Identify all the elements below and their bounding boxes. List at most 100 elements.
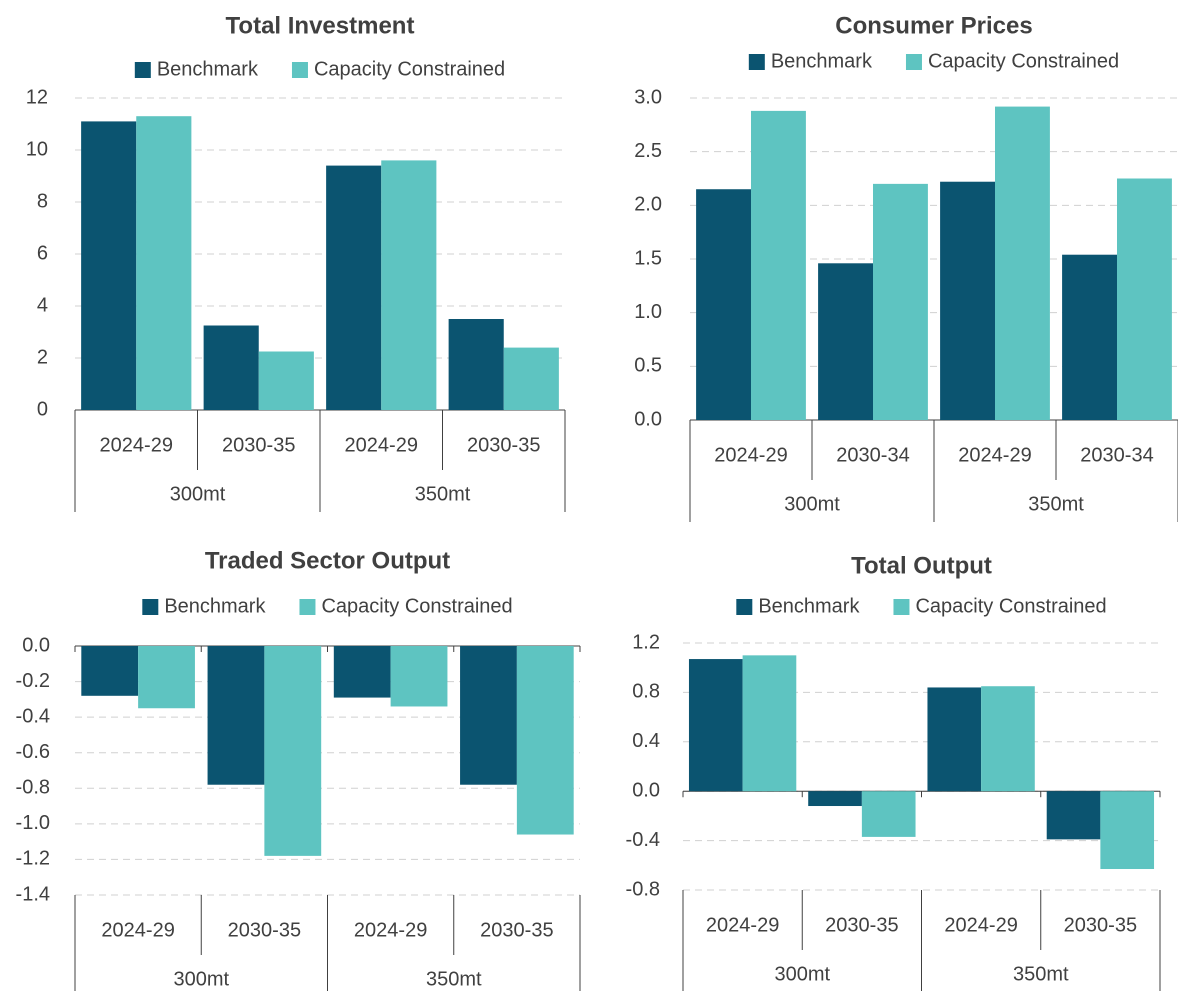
bar [381, 160, 437, 410]
legend-label: Benchmark [771, 50, 873, 72]
x-tick-label: 2030-35 [825, 914, 898, 936]
y-tick-label: 2.0 [634, 194, 662, 216]
x-tick-label: 2024-29 [958, 444, 1031, 466]
group-label: 300mt [774, 963, 830, 985]
group-label: 350mt [415, 483, 471, 505]
bar [696, 189, 751, 420]
group-label: 350mt [1028, 493, 1084, 515]
y-tick-label: 1.2 [632, 631, 660, 653]
bar [516, 646, 574, 835]
y-tick-label: 0.5 [634, 355, 662, 377]
bar [258, 351, 314, 410]
legend-label: Benchmark [758, 595, 860, 617]
y-tick-label: -0.8 [16, 777, 50, 799]
y-tick-label: -0.4 [16, 705, 50, 727]
legend-swatch [893, 599, 910, 615]
bar [460, 646, 517, 785]
y-tick-label: 0.0 [22, 634, 50, 656]
group-label: 350mt [426, 968, 482, 990]
legend-swatch [142, 599, 159, 615]
legend-swatch [905, 54, 922, 70]
bar [861, 791, 916, 837]
legend-label: Benchmark [157, 58, 259, 80]
bar [390, 646, 448, 707]
bar [81, 121, 137, 411]
bar [981, 686, 1035, 792]
x-tick-label: 2024-29 [714, 444, 787, 466]
bar [136, 116, 192, 410]
x-tick-label: 2030-35 [228, 919, 301, 941]
y-tick-label: -0.8 [626, 878, 660, 900]
group-label: 300mt [173, 968, 229, 990]
y-tick-label: 1.0 [634, 301, 662, 323]
y-tick-label: 10 [26, 138, 48, 160]
bar [995, 106, 1050, 420]
bar [927, 687, 982, 792]
y-tick-label: 2.5 [634, 140, 662, 162]
bar [138, 646, 195, 709]
x-tick-label: 2030-35 [222, 434, 295, 456]
x-tick-label: 2030-34 [836, 444, 909, 466]
y-tick-label: 8 [37, 190, 48, 212]
legend-label: Capacity Constrained [314, 58, 505, 80]
bar [1100, 791, 1155, 870]
bar [503, 347, 559, 410]
y-tick-label: 2 [37, 346, 48, 368]
bar [448, 319, 504, 410]
y-tick-label: -0.2 [16, 670, 50, 692]
chart-title: Total Output [851, 552, 992, 579]
bar [688, 659, 743, 792]
bar [751, 110, 806, 420]
x-tick-label: 2030-34 [1080, 444, 1153, 466]
x-tick-label: 2030-35 [480, 919, 553, 941]
bar [1062, 254, 1117, 420]
chart-title: Traded Sector Output [205, 547, 450, 574]
y-tick-label: -0.4 [626, 829, 660, 851]
x-tick-label: 2024-29 [345, 434, 418, 456]
y-tick-label: -1.4 [16, 883, 50, 905]
y-tick-label: 3.0 [634, 86, 662, 108]
x-tick-label: 2024-29 [354, 919, 427, 941]
bar [203, 325, 259, 410]
group-label: 300mt [170, 483, 226, 505]
y-tick-label: 1.5 [634, 247, 662, 269]
legend-swatch [299, 599, 316, 615]
y-tick-label: 0 [37, 398, 48, 420]
bar [808, 791, 862, 807]
group-label: 350mt [1013, 963, 1069, 985]
group-label: 300mt [784, 493, 840, 515]
bar [207, 646, 265, 785]
bar [1046, 791, 1101, 840]
legend-label: Capacity Constrained [321, 595, 512, 617]
bar [742, 655, 797, 792]
y-tick-label: -0.6 [16, 741, 50, 763]
chart-title: Consumer Prices [835, 12, 1032, 39]
legend-label: Benchmark [164, 595, 266, 617]
bar [81, 646, 139, 696]
bar [818, 263, 873, 420]
y-tick-label: 0.0 [632, 779, 660, 801]
y-tick-label: 12 [26, 86, 48, 108]
x-tick-label: 2024-29 [101, 919, 174, 941]
bar [940, 181, 995, 420]
y-tick-label: 6 [37, 242, 48, 264]
y-tick-label: -1.2 [16, 848, 50, 870]
bar [264, 646, 322, 856]
legend-swatch [748, 54, 765, 70]
legend-label: Capacity Constrained [928, 50, 1119, 72]
bar [333, 646, 391, 698]
y-tick-label: -1.0 [16, 812, 50, 834]
bar [1117, 178, 1172, 420]
x-tick-label: 2024-29 [100, 434, 173, 456]
bar [326, 165, 382, 410]
legend-swatch [736, 599, 753, 615]
bar [873, 183, 928, 420]
y-tick-label: 4 [37, 294, 48, 316]
x-tick-label: 2024-29 [706, 914, 779, 936]
x-tick-label: 2030-35 [1064, 914, 1137, 936]
legend-label: Capacity Constrained [915, 595, 1106, 617]
chart-title: Total Investment [226, 12, 415, 39]
y-tick-label: 0.8 [632, 681, 660, 703]
x-tick-label: 2024-29 [944, 914, 1017, 936]
